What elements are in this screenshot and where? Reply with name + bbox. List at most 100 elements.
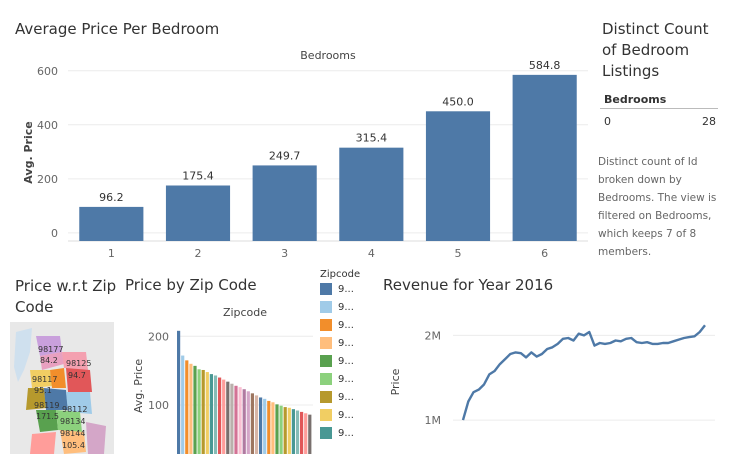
map-label: 98117	[32, 375, 57, 384]
price-zip-map-title: Price w.r.t Zip Code	[15, 276, 116, 318]
legend-item[interactable]: 9...	[320, 409, 354, 427]
legend-item[interactable]: 9...	[320, 427, 354, 445]
zip-bar	[308, 414, 312, 454]
bar-value-label: 96.2	[99, 191, 124, 204]
zip-bar	[259, 397, 263, 454]
legend-item[interactable]: 9...	[320, 301, 354, 319]
avg-price-bar-chart[interactable]: Bedrooms Avg. Price 0 200 400 600 96.2 1 175.4 2 2…	[0, 44, 590, 266]
map-region[interactable]	[26, 388, 46, 410]
zip-bar	[222, 379, 226, 454]
price-zip-map[interactable]: 98177 84.2 98125 94.7 98117 95.1 98119 9…	[10, 322, 114, 454]
price-by-zip-chart[interactable]: Zipcode Avg. Price 100 200	[125, 300, 315, 454]
legend-label: 9...	[338, 338, 354, 349]
zip-bar	[230, 383, 234, 454]
zip-bar	[283, 407, 287, 454]
bar-value-label: 450.0	[442, 95, 474, 108]
zip-bar	[205, 372, 209, 454]
x-axis-title: Bedrooms	[300, 49, 356, 62]
bar-value-label: 175.4	[182, 169, 214, 182]
zip-bar	[267, 400, 271, 454]
zip-bar	[250, 393, 254, 454]
zip-bar	[287, 407, 291, 454]
description-line: Bedrooms. The view is	[598, 192, 717, 204]
map-region[interactable]	[60, 430, 86, 454]
distinct-table-row[interactable]: 0 28	[600, 109, 718, 128]
zip-bar	[279, 405, 283, 454]
description-line: broken down by	[598, 174, 682, 186]
map-label: 98144	[60, 429, 85, 438]
legend-label: 9...	[338, 374, 354, 385]
distinct-row-label: 0	[604, 115, 611, 128]
map-label: 98119	[34, 401, 59, 410]
map-label: 84.2	[40, 356, 58, 365]
legend-item[interactable]: 9...	[320, 355, 354, 373]
zip-bar	[209, 374, 213, 454]
legend-item[interactable]: 9...	[320, 319, 354, 337]
map-region[interactable]	[36, 410, 58, 432]
description-line: members.	[598, 246, 652, 258]
map-label: 98177	[38, 345, 63, 354]
map-region[interactable]	[30, 432, 56, 454]
zip-bar	[295, 410, 300, 454]
map-title-line: Price w.r.t Zip	[15, 277, 117, 295]
map-region[interactable]	[66, 392, 92, 414]
legend-label: 9...	[338, 320, 354, 331]
revenue-line	[461, 324, 706, 421]
zip-bar	[246, 391, 250, 454]
x-tick-label: 4	[368, 247, 375, 260]
zip-bar	[291, 409, 295, 454]
zip-bar	[263, 398, 267, 454]
x-tick-label: 3	[281, 247, 288, 260]
x-tick-label: 5	[455, 247, 462, 260]
map-region[interactable]	[86, 422, 106, 454]
map-region[interactable]	[56, 410, 82, 432]
y-tick-label: 1M	[425, 414, 442, 427]
legend-item[interactable]: 9...	[320, 337, 354, 355]
legend-swatch	[320, 283, 332, 295]
revenue-line-chart[interactable]: Price 1M 2M	[383, 300, 733, 454]
y-tick-label: 200	[37, 173, 58, 186]
map-label: 98112	[62, 405, 87, 414]
description-line: Distinct count of Id	[598, 156, 698, 168]
distinct-count-table[interactable]: Bedrooms 0 28	[600, 93, 718, 128]
zipcode-legend[interactable]: Zipcode 9... 9... 9... 9... 9... 9... 9... 9...…	[320, 269, 380, 454]
legend-item[interactable]: 9...	[320, 283, 354, 301]
zip-bar	[218, 377, 222, 454]
map-region[interactable]	[50, 368, 66, 388]
zip-bar	[275, 404, 279, 454]
y-axis-title: Price	[389, 368, 402, 395]
legend-label: 9...	[338, 284, 354, 295]
legend-label: 9...	[338, 410, 354, 421]
distinct-title-line: Listings	[602, 62, 660, 80]
map-region[interactable]	[36, 336, 62, 356]
zip-bar	[238, 387, 242, 454]
zip-bar	[254, 395, 259, 454]
y-tick-label: 2M	[425, 329, 442, 342]
legend-swatch	[320, 409, 332, 421]
avg-price-title: Average Price Per Bedroom	[15, 20, 220, 38]
distinct-title-line: Distinct Count	[602, 20, 709, 38]
distinct-table-header: Bedrooms	[600, 93, 718, 109]
zip-bar	[185, 360, 189, 454]
x-tick-label: 2	[195, 247, 202, 260]
zip-bar	[213, 375, 218, 454]
legend-label: 9...	[338, 428, 354, 439]
legend-title: Zipcode	[320, 269, 361, 280]
zip-bar	[242, 389, 246, 454]
map-region[interactable]	[66, 368, 92, 392]
y-tick-label: 600	[37, 65, 58, 78]
y-axis-title: Avg. Price	[22, 121, 35, 183]
map-region[interactable]	[30, 370, 52, 388]
map-region[interactable]	[40, 352, 64, 370]
legend-item[interactable]: 9...	[320, 391, 354, 409]
distinct-title-line: of Bedroom	[602, 41, 690, 59]
distinct-count-title: Distinct Count of Bedroom Listings	[602, 19, 732, 82]
legend-item[interactable]: 9...	[320, 373, 354, 391]
bar	[425, 111, 491, 242]
map-region[interactable]	[62, 352, 88, 370]
map-label: 171.5	[36, 412, 59, 421]
price-by-zip-title: Price by Zip Code	[125, 276, 257, 294]
map-region[interactable]	[44, 388, 68, 410]
map-title-line: Code	[15, 298, 54, 316]
legend-label: 9...	[338, 302, 354, 313]
